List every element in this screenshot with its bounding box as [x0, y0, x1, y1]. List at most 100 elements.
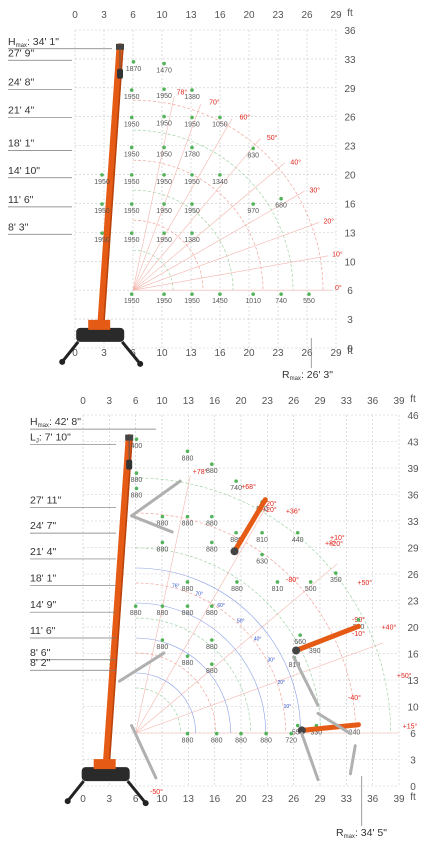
load-point-dot — [308, 580, 313, 584]
boom-angle-label: 0° — [335, 284, 342, 292]
load-point-dot — [160, 604, 165, 608]
boom-angle-label: 60° — [239, 114, 250, 122]
load-point-value: 880 — [130, 610, 142, 617]
load-point-value: 630 — [256, 559, 268, 566]
angle-ray — [132, 118, 233, 291]
load-point-dot — [298, 633, 302, 637]
load-point-dot — [210, 514, 214, 519]
load-point-dot — [279, 196, 283, 201]
load-point-value: 1950 — [124, 179, 140, 186]
height-label: 14' 9" — [30, 599, 116, 613]
x-tick-bottom: 13 — [185, 348, 197, 359]
load-point-value: 440 — [292, 537, 304, 544]
load-point-value: 880 — [211, 738, 223, 745]
height-label-text: 8' 2" — [30, 657, 51, 669]
x-tick-top: 20 — [243, 10, 255, 21]
load-point-value: 880 — [182, 586, 194, 593]
load-point-dot — [239, 731, 243, 736]
load-point-dot — [134, 437, 139, 441]
y-tick: 6 — [410, 729, 416, 740]
load-point-value: 1950 — [94, 179, 110, 186]
load-point-dot — [260, 552, 264, 557]
angle-ray — [132, 190, 305, 291]
load-point-value: 1950 — [124, 237, 140, 244]
crane-boom — [96, 43, 124, 338]
x-tick-top: 16 — [214, 10, 226, 21]
load-point-value: 1950 — [184, 208, 200, 215]
height-label: 18' 1" — [30, 573, 116, 586]
load-point-value: 880 — [235, 738, 247, 745]
x-tick-bottom: 26 — [288, 794, 300, 805]
load-point-value: 1380 — [184, 237, 200, 244]
load-point-dot — [356, 618, 361, 622]
y-tick: 0 — [410, 782, 416, 793]
y-tick: 10 — [407, 703, 419, 714]
jib-arc — [135, 602, 266, 734]
angle-rays — [132, 96, 331, 291]
angle-ray — [135, 563, 338, 734]
load-point-dot — [190, 115, 194, 120]
x-tick-top: 23 — [272, 10, 284, 21]
load-point-value: 240 — [349, 730, 361, 737]
height-label: 8' 3" — [8, 221, 72, 235]
y-tick: 46 — [407, 411, 419, 422]
outrigger-legs — [66, 780, 147, 805]
height-label: 8' 6" — [30, 647, 116, 661]
folded-boom — [300, 732, 320, 782]
x-unit-bottom: ft — [347, 346, 353, 357]
height-label-text: 24' 8" — [8, 76, 34, 88]
load-point-value: 880 — [231, 586, 243, 593]
boom-angle-label: 50° — [267, 134, 278, 142]
load-point-value: 880 — [157, 644, 169, 651]
load-point-dot — [210, 662, 214, 667]
load-point-value: 1950 — [124, 121, 140, 128]
load-point-value: 390 — [309, 648, 321, 655]
load-point-dot — [160, 514, 165, 519]
height-label-text: 18' 1" — [30, 573, 56, 585]
x-tick-top: 36 — [367, 396, 379, 407]
angle-ray — [132, 162, 285, 291]
load-point-dot — [218, 173, 222, 177]
load-point-value: 660 — [294, 639, 306, 646]
load-point-dot — [210, 604, 214, 608]
load-point-value: 1950 — [124, 208, 140, 215]
height-label-text: 14' 9" — [30, 599, 56, 611]
y-tick: 16 — [407, 650, 419, 661]
load-point-dot — [133, 604, 138, 608]
load-point-dot — [134, 486, 139, 491]
x-tick-top: 20 — [235, 396, 247, 407]
load-point-dot — [210, 462, 214, 466]
height-label-text: LJ: 7' 10" — [30, 431, 71, 444]
height-label-text: Hmax: 34' 1" — [8, 36, 59, 49]
jib-angle-label: 50° — [237, 618, 245, 624]
load-point-dot — [234, 530, 238, 535]
load-point-dot — [162, 292, 166, 296]
load-point-value: 880 — [182, 455, 194, 462]
load-point-value: 680 — [275, 203, 287, 210]
y-tick: 13 — [407, 676, 419, 687]
load-point-value: 1340 — [212, 179, 228, 186]
load-point-value: 1950 — [156, 151, 172, 158]
x-tick-bottom: 20 — [235, 794, 247, 805]
angle-ray — [132, 138, 261, 291]
load-point-value: 740 — [230, 485, 242, 492]
jib-arm — [232, 497, 268, 554]
load-point-dot — [100, 173, 104, 177]
load-point-value: 1950 — [94, 237, 110, 244]
load-point-dot — [162, 231, 166, 235]
load-point-value: 1950 — [156, 208, 172, 215]
load-point-value: 810 — [256, 537, 268, 544]
height-label: Hmax: 34' 1" — [8, 36, 112, 50]
x-tick-bottom: 3 — [101, 348, 107, 359]
load-point-dot — [264, 731, 268, 736]
x-tick-bottom: 23 — [272, 348, 284, 359]
boom-angle-label: 10° — [332, 250, 343, 258]
outrigger-foot — [142, 800, 149, 807]
load-point-value: 880 — [182, 660, 194, 667]
load-point-value: 880 — [206, 468, 218, 475]
height-label-text: 21' 4" — [30, 546, 56, 558]
crawler-body — [81, 767, 130, 782]
angle-rays — [135, 475, 399, 734]
jib-positions — [230, 497, 361, 735]
jib-angle-label: 70° — [195, 591, 203, 597]
